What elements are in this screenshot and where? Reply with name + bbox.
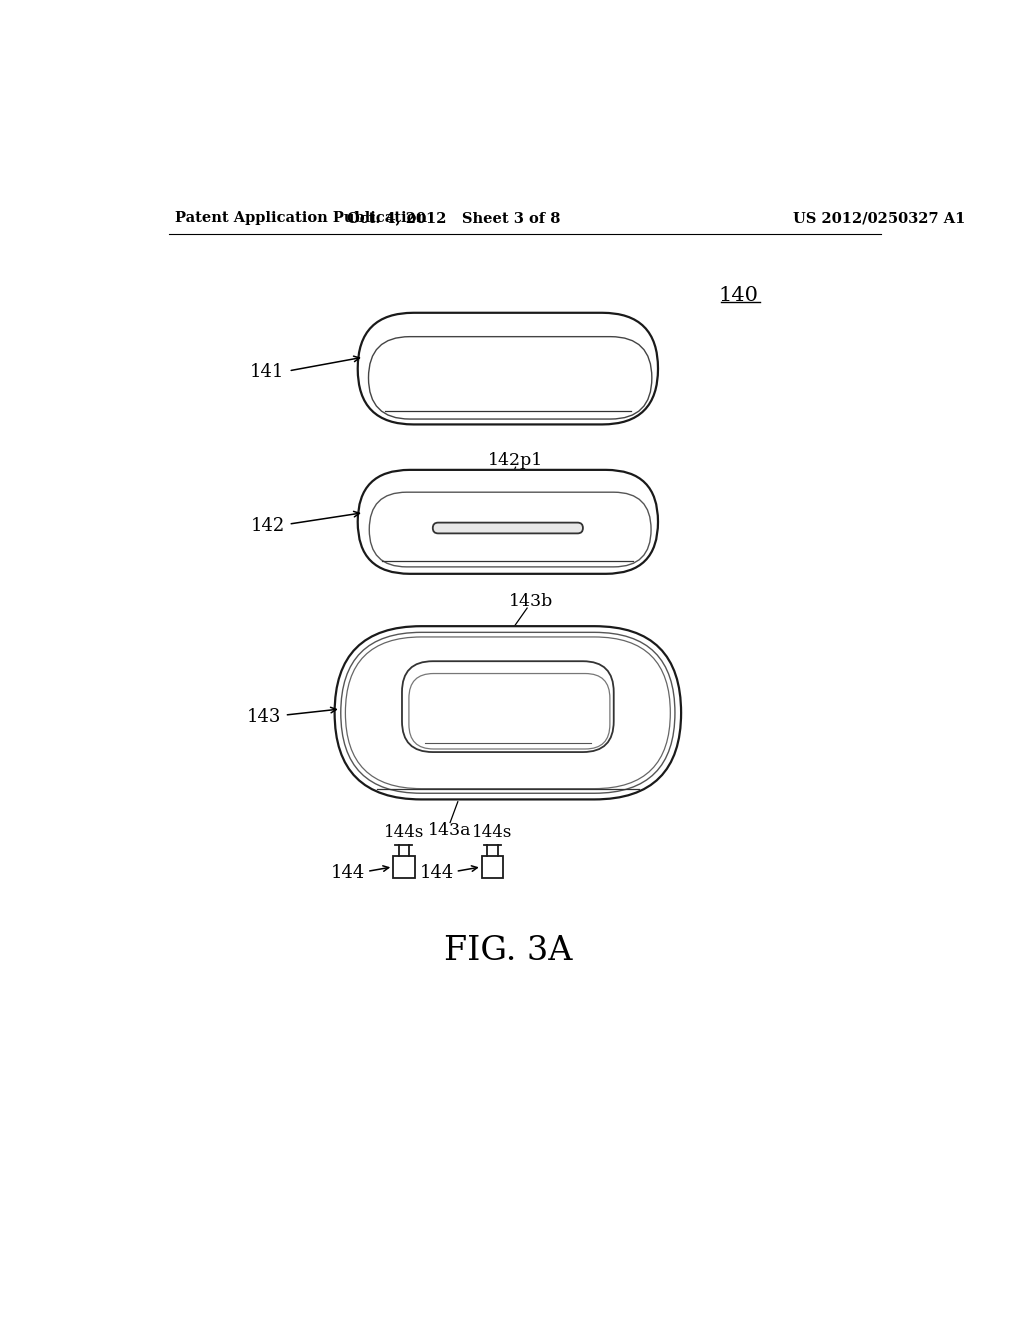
Text: 144: 144 <box>420 865 454 882</box>
Text: US 2012/0250327 A1: US 2012/0250327 A1 <box>793 211 966 226</box>
Text: 141: 141 <box>250 363 285 381</box>
Text: Patent Application Publication: Patent Application Publication <box>175 211 427 226</box>
FancyBboxPatch shape <box>335 626 681 800</box>
Text: 142p1: 142p1 <box>487 451 543 469</box>
FancyBboxPatch shape <box>341 632 675 793</box>
Bar <box>481 855 503 878</box>
Text: 140: 140 <box>719 286 759 305</box>
Text: 143: 143 <box>247 708 281 726</box>
Bar <box>393 855 415 878</box>
FancyBboxPatch shape <box>345 638 671 788</box>
Text: 143a: 143a <box>428 822 472 838</box>
FancyBboxPatch shape <box>433 523 583 533</box>
FancyBboxPatch shape <box>409 673 610 748</box>
Text: FIG. 3A: FIG. 3A <box>443 936 572 968</box>
FancyBboxPatch shape <box>402 661 613 752</box>
Text: Oct. 4, 2012   Sheet 3 of 8: Oct. 4, 2012 Sheet 3 of 8 <box>347 211 561 226</box>
Text: 144s: 144s <box>384 825 424 841</box>
Text: 144: 144 <box>331 865 366 882</box>
FancyBboxPatch shape <box>369 337 652 418</box>
FancyBboxPatch shape <box>357 313 658 425</box>
Text: 142: 142 <box>250 516 285 535</box>
Text: 143b: 143b <box>509 593 553 610</box>
Text: 144s: 144s <box>472 825 513 841</box>
FancyBboxPatch shape <box>370 492 651 566</box>
FancyBboxPatch shape <box>357 470 658 574</box>
